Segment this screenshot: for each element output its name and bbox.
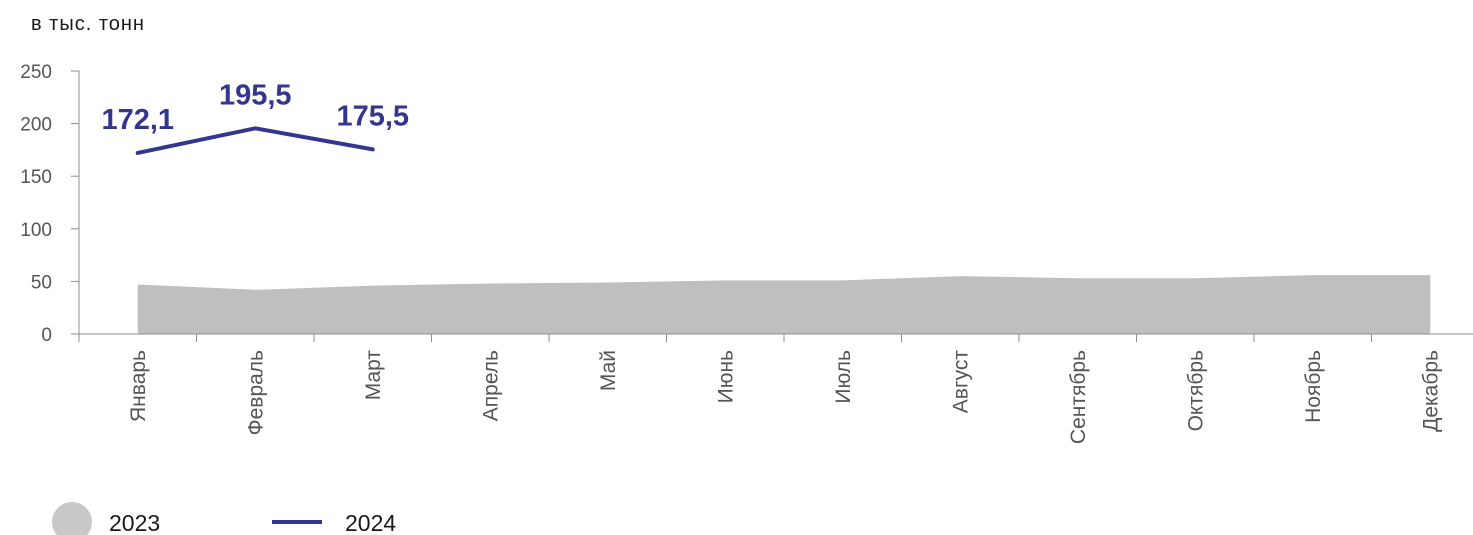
data-label-2024: 195,5: [219, 79, 292, 111]
legend-marker-2023: [52, 502, 92, 535]
y-tick-label: 200: [20, 115, 52, 136]
x-tick-label: Февраль: [244, 350, 267, 435]
area-2023: [137, 275, 1431, 334]
x-tick-label: Июль: [832, 350, 855, 404]
x-tick-label: Август: [949, 350, 972, 414]
y-tick-label: 100: [20, 220, 52, 241]
y-tick-label: 150: [20, 167, 52, 188]
legend-label-2024: 2024: [345, 510, 396, 535]
data-label-2024: 172,1: [101, 104, 174, 136]
y-tick-label: 250: [20, 62, 52, 83]
x-axis-labels: Январь Февраль Март Апрель Май Июнь Июль Август…: [127, 350, 1443, 444]
x-tick-label: Январь: [127, 350, 150, 422]
x-tick-label: Июнь: [714, 350, 737, 403]
x-tick-label: Декабрь: [1419, 350, 1442, 432]
x-tick-label: Март: [362, 350, 385, 401]
y-tick-label: 50: [31, 272, 52, 293]
area-layer: [137, 275, 1431, 334]
unit-title: в тыс. тонн: [31, 13, 145, 35]
x-tick-label: Апрель: [479, 350, 502, 421]
y-tick-label: 0: [41, 325, 52, 346]
data-label-2024: 175,5: [336, 100, 409, 132]
x-tick-label: Май: [597, 350, 620, 391]
axes-layer: 0 50 100 150 200 250: [20, 62, 1473, 346]
x-tick-label: Сентябрь: [1067, 350, 1090, 444]
line-layer: 172,1 195,5 175,5: [101, 79, 409, 155]
legend: 2023 2024: [52, 502, 396, 535]
x-tick-label: Октябрь: [1184, 350, 1207, 431]
line-2024: [135, 126, 375, 155]
legend-label-2023: 2023: [109, 510, 160, 535]
x-tick-label: Ноябрь: [1302, 350, 1325, 423]
